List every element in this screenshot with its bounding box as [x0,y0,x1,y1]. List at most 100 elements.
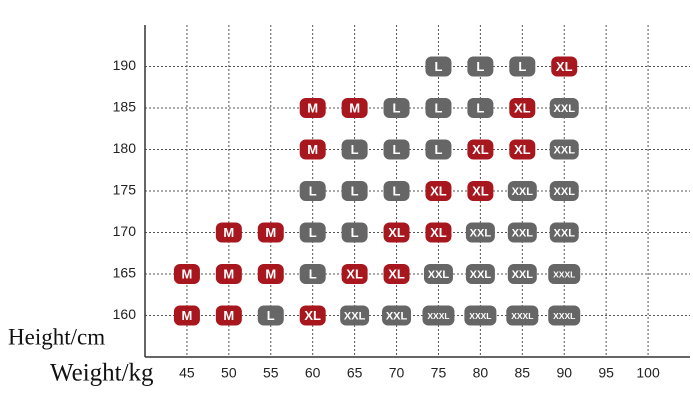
badge [382,305,412,326]
size-badge: L [425,56,452,77]
badge-label: XL [514,100,531,115]
badge-label: XXL [554,103,576,115]
size-badge: XL [509,98,536,118]
badge-label: L [309,266,317,281]
size-badge: XXL [423,264,453,284]
y-axis-title: Height/cm [8,324,105,349]
y-tick-label: 170 [113,223,137,239]
badge [549,181,579,201]
badge [507,222,537,243]
badge-label: L [434,100,442,115]
badge [383,139,410,160]
badge [549,222,579,243]
badge [215,222,242,243]
badge [507,264,537,284]
badge-label: L [434,59,442,74]
badge-label: L [309,225,317,240]
badge [257,222,284,243]
size-badge: XL [383,264,410,284]
size-badge: XXL [507,181,537,201]
badge [465,264,495,284]
badge-label: M [223,225,234,240]
size-badge: XXL [382,305,412,326]
size-badge: XL [425,181,452,201]
x-tick-label: 75 [431,365,447,381]
badge-label: M [182,266,193,281]
size-badge: M [257,264,284,284]
badge-label: L [267,308,275,323]
x-tick-label: 85 [515,365,531,381]
badge [299,98,326,118]
badge [467,139,494,160]
badge [465,222,495,243]
size-badge: XXL [465,264,495,284]
size-badge: M [215,264,242,284]
badge-label: L [309,183,317,198]
badge-label: L [351,142,359,157]
badge [506,305,539,326]
badge-label: XL [346,266,363,281]
x-tick-label: 55 [263,365,279,381]
size-badge: L [299,222,326,243]
size-badge: L [257,305,284,326]
badge-label: XL [556,59,573,74]
badge [383,181,410,201]
badge-label: XXL [512,269,534,281]
badge [341,264,368,284]
badge-label: M [182,308,193,323]
badge-label: L [393,100,401,115]
badge [548,264,581,284]
badge-label: XXL [470,227,492,239]
badge [257,264,284,284]
badge-label: L [351,183,359,198]
badge [467,56,494,77]
size-badge: XXL [549,98,579,118]
size-badge: M [215,305,242,326]
badge-label: XL [388,266,405,281]
size-badge: XXL [507,222,537,243]
y-tick-label: 175 [113,182,137,198]
badge [425,181,452,201]
badge [173,305,200,326]
badge [467,98,494,118]
badge [383,222,410,243]
badge-label: XXL [428,269,450,281]
x-tick-label: 60 [305,365,321,381]
badge-label: XXL [470,269,492,281]
badge-label: XXL [386,310,408,322]
badge-label: XL [514,142,531,157]
size-badge: XL [341,264,368,284]
size-badge: XXXL [548,264,581,284]
badge-label: M [307,142,318,157]
badge-label: M [307,100,318,115]
badge-label: L [434,142,442,157]
size-badge: M [173,305,200,326]
badge-label: L [476,59,484,74]
x-tick-label: 50 [221,365,237,381]
badge-label: XXL [554,227,576,239]
size-badge: L [299,181,326,201]
badge [507,181,537,201]
badge [509,139,536,160]
size-badge: M [299,139,326,160]
badge [509,98,536,118]
badge-label: M [265,266,276,281]
badge-label: XXXL [427,311,449,321]
badge [425,139,452,160]
badge-label: M [223,266,234,281]
size-badge: L [383,139,410,160]
size-badge: L [341,181,368,201]
badge [425,56,452,77]
badge [548,305,581,326]
badge [215,264,242,284]
size-badge: XL [467,181,494,201]
x-tick-label: 45 [179,365,195,381]
badge-label: L [393,183,401,198]
size-badge: M [299,98,326,118]
size-badge: XXL [549,181,579,201]
y-tick-label: 185 [113,99,137,115]
badge-label: XXL [512,227,534,239]
size-badge: XXXL [464,305,497,326]
badge [340,305,370,326]
badge [299,305,326,326]
